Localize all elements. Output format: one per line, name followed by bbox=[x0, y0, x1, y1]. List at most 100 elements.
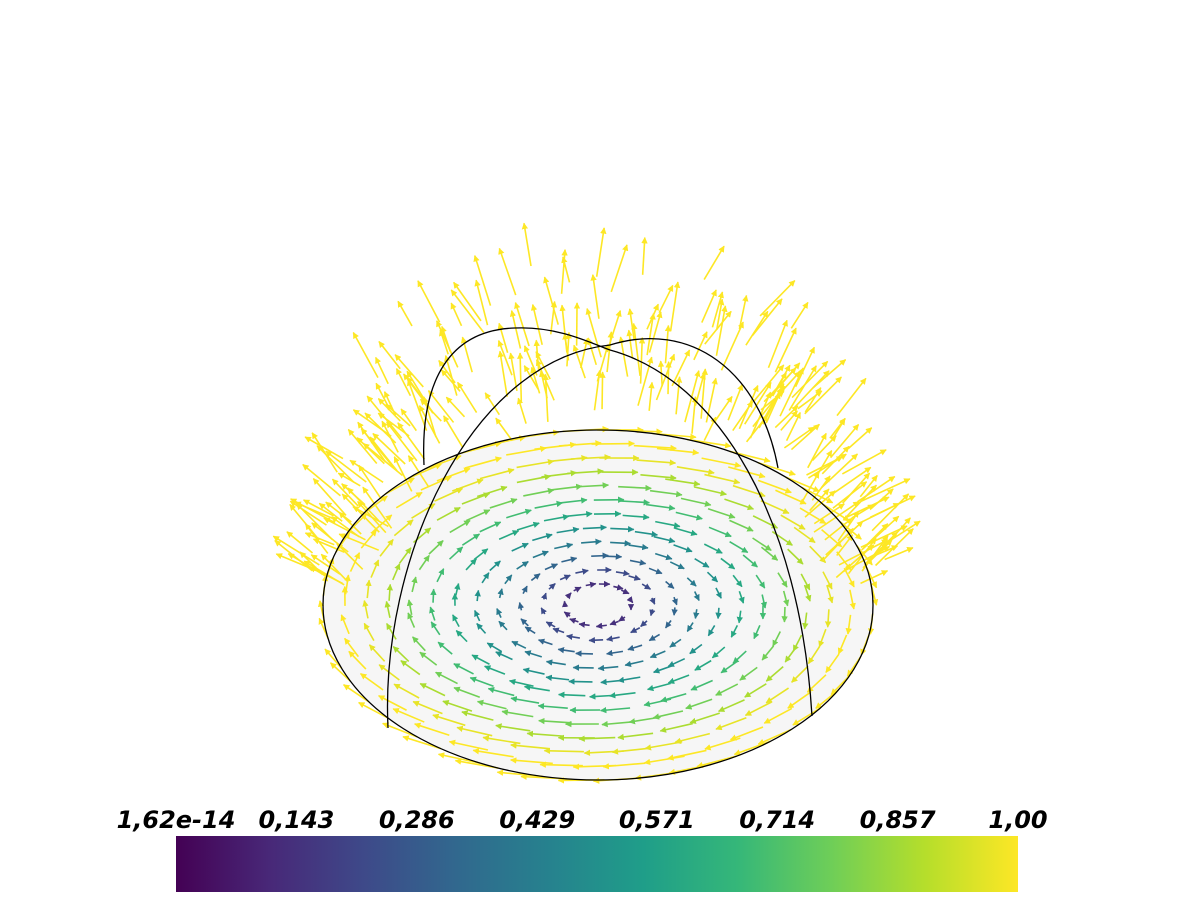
arrow bbox=[312, 538, 345, 553]
arrow bbox=[772, 631, 782, 647]
arrow bbox=[539, 761, 583, 768]
arrow bbox=[375, 382, 390, 409]
arrow bbox=[760, 499, 790, 515]
arrow bbox=[638, 337, 646, 384]
arrow bbox=[465, 509, 491, 522]
arrow bbox=[552, 627, 565, 634]
arrow bbox=[860, 570, 889, 585]
arrow bbox=[767, 319, 788, 369]
arrow bbox=[471, 654, 490, 665]
arrow bbox=[489, 560, 501, 572]
arrow bbox=[358, 701, 389, 720]
arrow bbox=[554, 542, 574, 550]
arrow bbox=[303, 499, 335, 517]
arrow bbox=[732, 400, 754, 432]
arrow bbox=[643, 698, 672, 708]
arrow bbox=[787, 548, 804, 565]
arrow bbox=[665, 580, 675, 589]
arrow bbox=[671, 596, 678, 606]
arrow bbox=[760, 546, 779, 561]
arrow bbox=[667, 674, 690, 684]
arrow bbox=[451, 478, 484, 492]
arrow bbox=[560, 249, 568, 294]
arrow bbox=[626, 329, 634, 359]
arrow bbox=[384, 600, 391, 618]
arrow bbox=[363, 622, 375, 642]
arrow bbox=[573, 586, 582, 593]
arrow bbox=[362, 442, 404, 477]
arrow bbox=[545, 659, 566, 666]
arrow bbox=[689, 712, 720, 724]
arrow bbox=[618, 336, 629, 377]
arrow bbox=[506, 508, 532, 519]
arrow bbox=[418, 554, 430, 571]
arrow bbox=[437, 641, 453, 655]
arrow bbox=[411, 503, 436, 519]
arrow bbox=[530, 303, 543, 345]
arrow bbox=[456, 381, 478, 413]
arrow bbox=[671, 349, 691, 387]
arrow bbox=[646, 682, 671, 692]
arrow bbox=[557, 497, 588, 504]
arrow bbox=[784, 645, 798, 663]
arrow bbox=[436, 467, 471, 482]
arrow bbox=[606, 331, 614, 373]
arrow bbox=[377, 412, 410, 437]
arrow bbox=[724, 498, 755, 511]
arrow bbox=[685, 698, 713, 710]
arrow bbox=[516, 458, 555, 469]
arrow bbox=[824, 609, 832, 628]
arrow bbox=[453, 663, 474, 675]
arrow bbox=[691, 396, 699, 434]
arrow bbox=[565, 331, 572, 367]
arrow bbox=[830, 466, 872, 496]
arrow bbox=[348, 650, 367, 670]
arrow bbox=[739, 666, 758, 681]
arrow bbox=[675, 511, 703, 521]
arrow bbox=[535, 359, 555, 401]
arrow bbox=[414, 722, 450, 737]
arrow bbox=[653, 535, 676, 544]
arrow bbox=[461, 492, 491, 505]
arrow bbox=[765, 392, 781, 424]
arrow bbox=[659, 722, 693, 733]
arrow bbox=[521, 222, 532, 267]
arrow bbox=[727, 383, 744, 421]
arrow bbox=[804, 376, 842, 415]
arrow bbox=[825, 653, 840, 673]
arrow bbox=[429, 606, 436, 621]
arrow bbox=[837, 634, 848, 655]
arrow bbox=[383, 391, 397, 416]
arrow bbox=[372, 432, 406, 465]
arrow bbox=[583, 749, 624, 756]
meridian bbox=[609, 349, 813, 717]
arrow bbox=[876, 517, 911, 555]
arrow bbox=[484, 392, 500, 416]
arrow bbox=[675, 376, 683, 415]
arrow bbox=[628, 716, 661, 725]
arrow bbox=[543, 276, 559, 325]
arrow bbox=[654, 552, 673, 561]
arrow bbox=[444, 354, 458, 396]
arrow bbox=[582, 524, 607, 531]
arrow bbox=[393, 456, 413, 492]
arrow bbox=[556, 526, 580, 534]
arrow bbox=[450, 302, 463, 327]
arrow bbox=[498, 530, 520, 540]
arrow bbox=[649, 650, 666, 659]
arrow bbox=[436, 568, 445, 583]
arrow bbox=[783, 426, 815, 449]
arrow bbox=[386, 421, 418, 462]
arrow bbox=[704, 737, 741, 751]
arrow bbox=[597, 664, 619, 672]
arrow bbox=[303, 560, 345, 586]
arrow bbox=[325, 450, 367, 483]
arrow bbox=[646, 312, 656, 356]
arrow bbox=[289, 503, 319, 540]
arrow bbox=[588, 636, 604, 644]
arrow bbox=[700, 368, 708, 419]
arrow bbox=[793, 526, 816, 544]
arrow bbox=[561, 556, 578, 563]
arrow bbox=[804, 490, 836, 518]
arrow bbox=[476, 485, 508, 498]
